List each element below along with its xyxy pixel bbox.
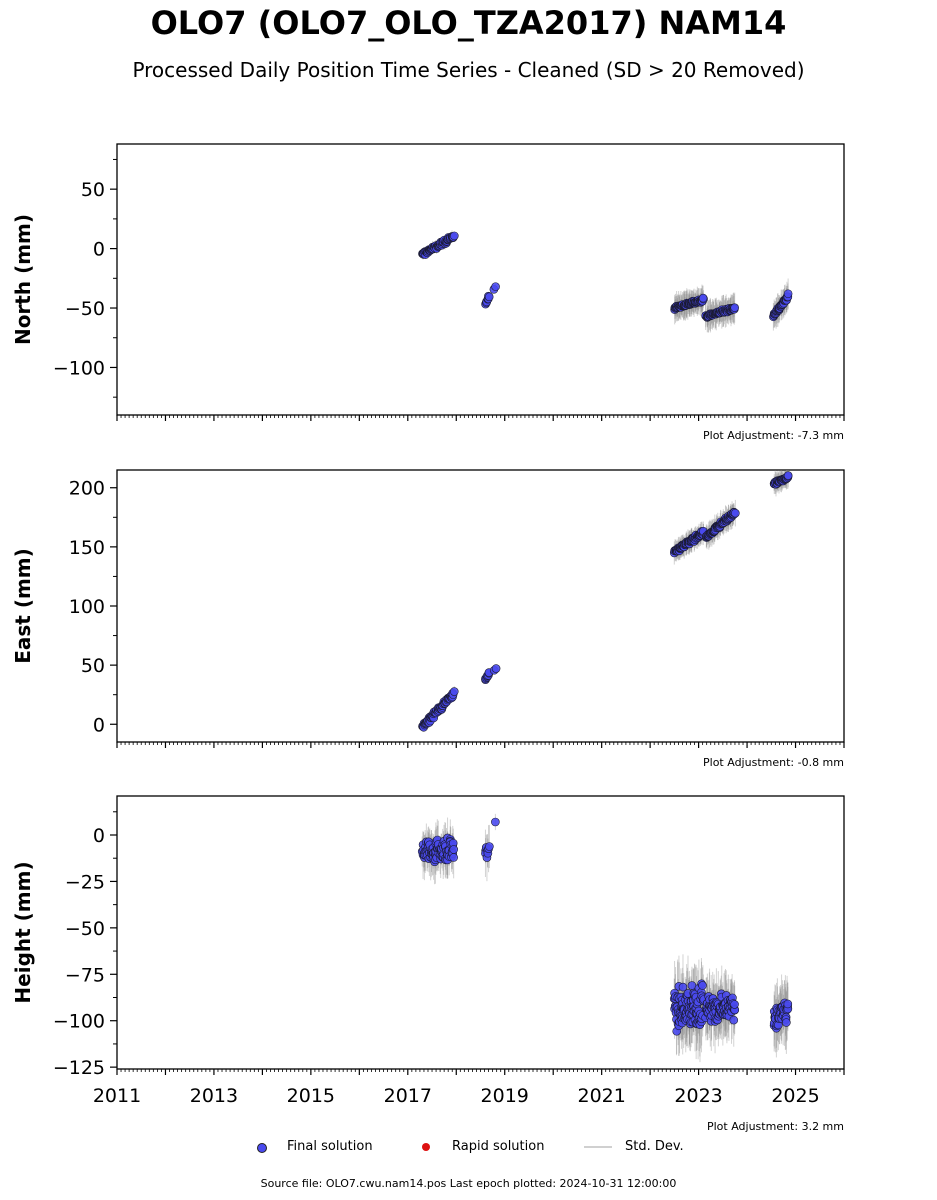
y-tick-label: 50	[81, 179, 105, 201]
final-solution-point	[450, 231, 459, 241]
final-solution-point	[782, 1018, 791, 1027]
std-dev-line-icon	[584, 1146, 612, 1148]
final-solution-point	[729, 1015, 739, 1025]
plot-adjustment-label: Plot Adjustment: 3.2 mm	[707, 1120, 844, 1133]
final-solution-point	[491, 817, 500, 827]
final-solution-point	[731, 508, 740, 518]
plot-adjustment-label: Plot Adjustment: -0.8 mm	[703, 756, 844, 769]
rapid-solution-marker-icon	[422, 1143, 430, 1151]
legend-std-label: Std. Dev.	[625, 1139, 684, 1154]
x-tick-label: 2017	[384, 1085, 432, 1107]
y-axis-label: Height (mm)	[11, 861, 35, 1003]
source-footer: Source file: OLO7.cwu.nam14.pos Last epo…	[260, 1177, 677, 1190]
x-tick-label: 2011	[93, 1085, 141, 1107]
y-tick-label: 0	[93, 825, 105, 847]
y-tick-label: 0	[93, 239, 105, 261]
y-tick-label: −100	[53, 1011, 105, 1033]
y-tick-label: −100	[53, 357, 105, 379]
x-tick-label: 2021	[577, 1085, 625, 1107]
plot-adjustment-label: Plot Adjustment: -7.3 mm	[703, 429, 844, 442]
final-solution-point	[698, 293, 708, 303]
final-solution-point	[783, 471, 793, 480]
y-axis-label: North (mm)	[11, 214, 35, 345]
y-tick-label: 0	[93, 714, 105, 736]
y-tick-label: −75	[65, 964, 105, 986]
final-solution-point	[730, 1000, 739, 1009]
final-solution-point	[783, 999, 793, 1009]
y-axis-label: East (mm)	[11, 548, 35, 664]
final-solution-point	[484, 292, 494, 302]
final-solution-marker-icon	[257, 1143, 267, 1153]
final-solution-point	[491, 282, 500, 291]
panel-frame	[116, 143, 845, 416]
final-solution-point	[678, 982, 688, 992]
x-tick-label: 2015	[287, 1085, 335, 1107]
y-tick-label: 200	[69, 478, 105, 500]
final-solution-point	[449, 845, 458, 854]
y-tick-label: 50	[81, 655, 105, 677]
final-solution-point	[485, 842, 494, 851]
y-tick-label: 100	[69, 596, 105, 618]
x-tick-label: 2025	[771, 1085, 819, 1107]
y-tick-label: −125	[53, 1057, 105, 1079]
x-tick-label: 2013	[190, 1085, 238, 1107]
y-tick-label: −25	[65, 871, 105, 893]
legend-rapid-label: Rapid solution	[452, 1139, 545, 1154]
x-tick-label: 2019	[481, 1085, 529, 1107]
chart-subtitle: Processed Daily Position Time Series - C…	[132, 58, 805, 82]
y-tick-label: −50	[65, 298, 105, 320]
x-tick-label: 2023	[674, 1085, 722, 1107]
final-solution-point	[698, 981, 707, 990]
final-solution-point	[783, 289, 793, 299]
y-tick-label: 150	[69, 537, 105, 559]
final-solution-point	[449, 853, 458, 862]
y-tick-label: −50	[65, 918, 105, 940]
final-solution-point	[449, 687, 459, 696]
legend-final-label: Final solution	[287, 1139, 373, 1154]
final-solution-point	[730, 303, 739, 312]
final-solution-point	[491, 664, 501, 673]
legend: Final solution Rapid solution Std. Dev.	[0, 1138, 937, 1158]
chart-title: OLO7 (OLO7_OLO_TZA2017) NAM14	[150, 4, 787, 42]
